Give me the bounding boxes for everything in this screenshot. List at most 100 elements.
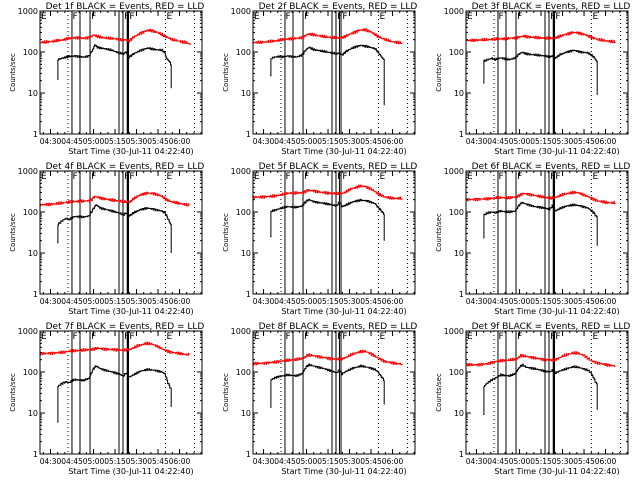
x-tick-label: 05:15 bbox=[530, 297, 552, 306]
marker-label-e: E bbox=[379, 172, 385, 182]
x-tick-label: 05:15 bbox=[104, 457, 126, 466]
chart-title: Det 5f BLACK = Events, RED = LLD bbox=[259, 162, 418, 172]
series-line-events bbox=[57, 44, 172, 89]
x-tick-label: 04:30 bbox=[253, 297, 275, 306]
series-line-events bbox=[483, 49, 598, 95]
y-tick-label: 100 bbox=[449, 368, 464, 377]
x-tick-label: 04:30 bbox=[253, 137, 275, 146]
x-tick-label: 05:45 bbox=[360, 457, 382, 466]
x-tick-label: 04:45 bbox=[487, 457, 509, 466]
x-tick-label: 04:45 bbox=[61, 297, 83, 306]
x-tick-label: 05:00 bbox=[83, 297, 105, 306]
detector-panel-7: Det 7f BLACK = Events, RED = LLD E E F F FF 1 1… bbox=[0, 320, 213, 480]
y-tick-label: 1000 bbox=[231, 7, 251, 16]
chart-title: Det 3f BLACK = Events, RED = LLD bbox=[472, 2, 631, 12]
marker-label-f: F bbox=[73, 12, 78, 22]
x-axis-label: Start Time (30-Jul-11 04:22:40) bbox=[281, 467, 406, 476]
series-line-lld bbox=[466, 190, 616, 205]
vline-thick bbox=[126, 11, 130, 134]
series-line-lld bbox=[253, 28, 403, 45]
y-axis-label: Counts/sec bbox=[435, 213, 443, 252]
y-tick-label: 1 bbox=[33, 130, 38, 139]
series-line-events bbox=[270, 198, 385, 241]
series-line-lld bbox=[253, 349, 403, 366]
y-axis-label: Counts/sec bbox=[435, 373, 443, 412]
y-axis-label: Counts/sec bbox=[9, 53, 17, 92]
x-tick-label: 04:30 bbox=[40, 137, 62, 146]
x-axis-label: Start Time (30-Jul-11 04:22:40) bbox=[494, 307, 619, 316]
axes-frame bbox=[252, 330, 416, 455]
x-tick-label: 05:45 bbox=[360, 137, 382, 146]
x-tick-label: 04:45 bbox=[61, 457, 83, 466]
marker-label-e: E bbox=[41, 12, 47, 22]
x-tick-label: 04:45 bbox=[61, 137, 83, 146]
x-tick-label: 05:00 bbox=[509, 137, 531, 146]
marker-label-e: E bbox=[254, 172, 260, 182]
x-tick-label: 04:30 bbox=[466, 457, 488, 466]
detector-panel-2: Det 2f BLACK = Events, RED = LLD E E F F FF 1 1… bbox=[213, 0, 426, 160]
marker-label-f: F bbox=[73, 172, 78, 182]
x-tick-label: 04:45 bbox=[487, 137, 509, 146]
y-tick-label: 10 bbox=[28, 409, 38, 418]
vline-thick bbox=[126, 171, 130, 294]
x-tick-label: 05:45 bbox=[573, 137, 595, 146]
x-tick-label: 05:00 bbox=[83, 137, 105, 146]
x-tick-label: 05:30 bbox=[552, 137, 574, 146]
y-tick-label: 10 bbox=[28, 249, 38, 258]
y-tick-label: 1 bbox=[246, 130, 251, 139]
x-tick-label: 04:45 bbox=[274, 137, 296, 146]
y-tick-label: 100 bbox=[236, 208, 251, 217]
marker-label-f: F bbox=[286, 172, 291, 182]
x-tick-label: 06:00 bbox=[382, 297, 404, 306]
x-tick-label: 05:30 bbox=[126, 137, 148, 146]
x-tick-label: 05:30 bbox=[339, 297, 361, 306]
y-tick-label: 10 bbox=[454, 89, 464, 98]
x-tick-label: 06:00 bbox=[595, 297, 617, 306]
y-tick-label: 10 bbox=[241, 249, 251, 258]
y-tick-label: 1 bbox=[459, 450, 464, 459]
marker-label-ff: FF bbox=[337, 332, 347, 342]
series-line-lld bbox=[466, 351, 616, 367]
marker-label-e: E bbox=[41, 332, 47, 342]
marker-label-ff: FF bbox=[124, 172, 134, 182]
x-tick-label: 05:00 bbox=[509, 457, 531, 466]
x-axis-label: Start Time (30-Jul-11 04:22:40) bbox=[281, 147, 406, 156]
x-tick-label: 05:30 bbox=[126, 297, 148, 306]
marker-label-e: E bbox=[467, 332, 473, 342]
axes-frame bbox=[252, 10, 416, 135]
marker-label-ff: FF bbox=[124, 12, 134, 22]
marker-label-ff: FF bbox=[337, 172, 347, 182]
marker-label-f: F bbox=[91, 12, 96, 22]
marker-label-e: E bbox=[379, 12, 385, 22]
marker-label-e: E bbox=[254, 12, 260, 22]
y-tick-label: 100 bbox=[23, 368, 38, 377]
x-axis-label: Start Time (30-Jul-11 04:22:40) bbox=[68, 467, 193, 476]
vline-thick bbox=[552, 11, 556, 134]
x-tick-label: 06:00 bbox=[169, 297, 191, 306]
series-line-lld bbox=[40, 341, 190, 356]
marker-label-e: E bbox=[41, 172, 47, 182]
y-axis-label: Counts/sec bbox=[9, 373, 17, 412]
marker-label-e: E bbox=[166, 12, 172, 22]
marker-label-e: E bbox=[379, 332, 385, 342]
detector-panel-4: Det 4f BLACK = Events, RED = LLD E E F F FF 1 1… bbox=[0, 160, 213, 320]
y-axis-label: Counts/sec bbox=[222, 53, 230, 92]
x-tick-label: 05:15 bbox=[530, 137, 552, 146]
y-tick-label: 1 bbox=[33, 290, 38, 299]
y-tick-label: 1000 bbox=[444, 7, 464, 16]
marker-label-f: F bbox=[499, 12, 504, 22]
x-tick-label: 04:30 bbox=[40, 457, 62, 466]
series-line-lld bbox=[466, 31, 616, 44]
y-axis-label: Counts/sec bbox=[9, 213, 17, 252]
marker-label-f: F bbox=[499, 332, 504, 342]
x-tick-label: 05:00 bbox=[509, 297, 531, 306]
axes-frame bbox=[465, 170, 629, 295]
chart-title: Det 8f BLACK = Events, RED = LLD bbox=[259, 322, 418, 332]
